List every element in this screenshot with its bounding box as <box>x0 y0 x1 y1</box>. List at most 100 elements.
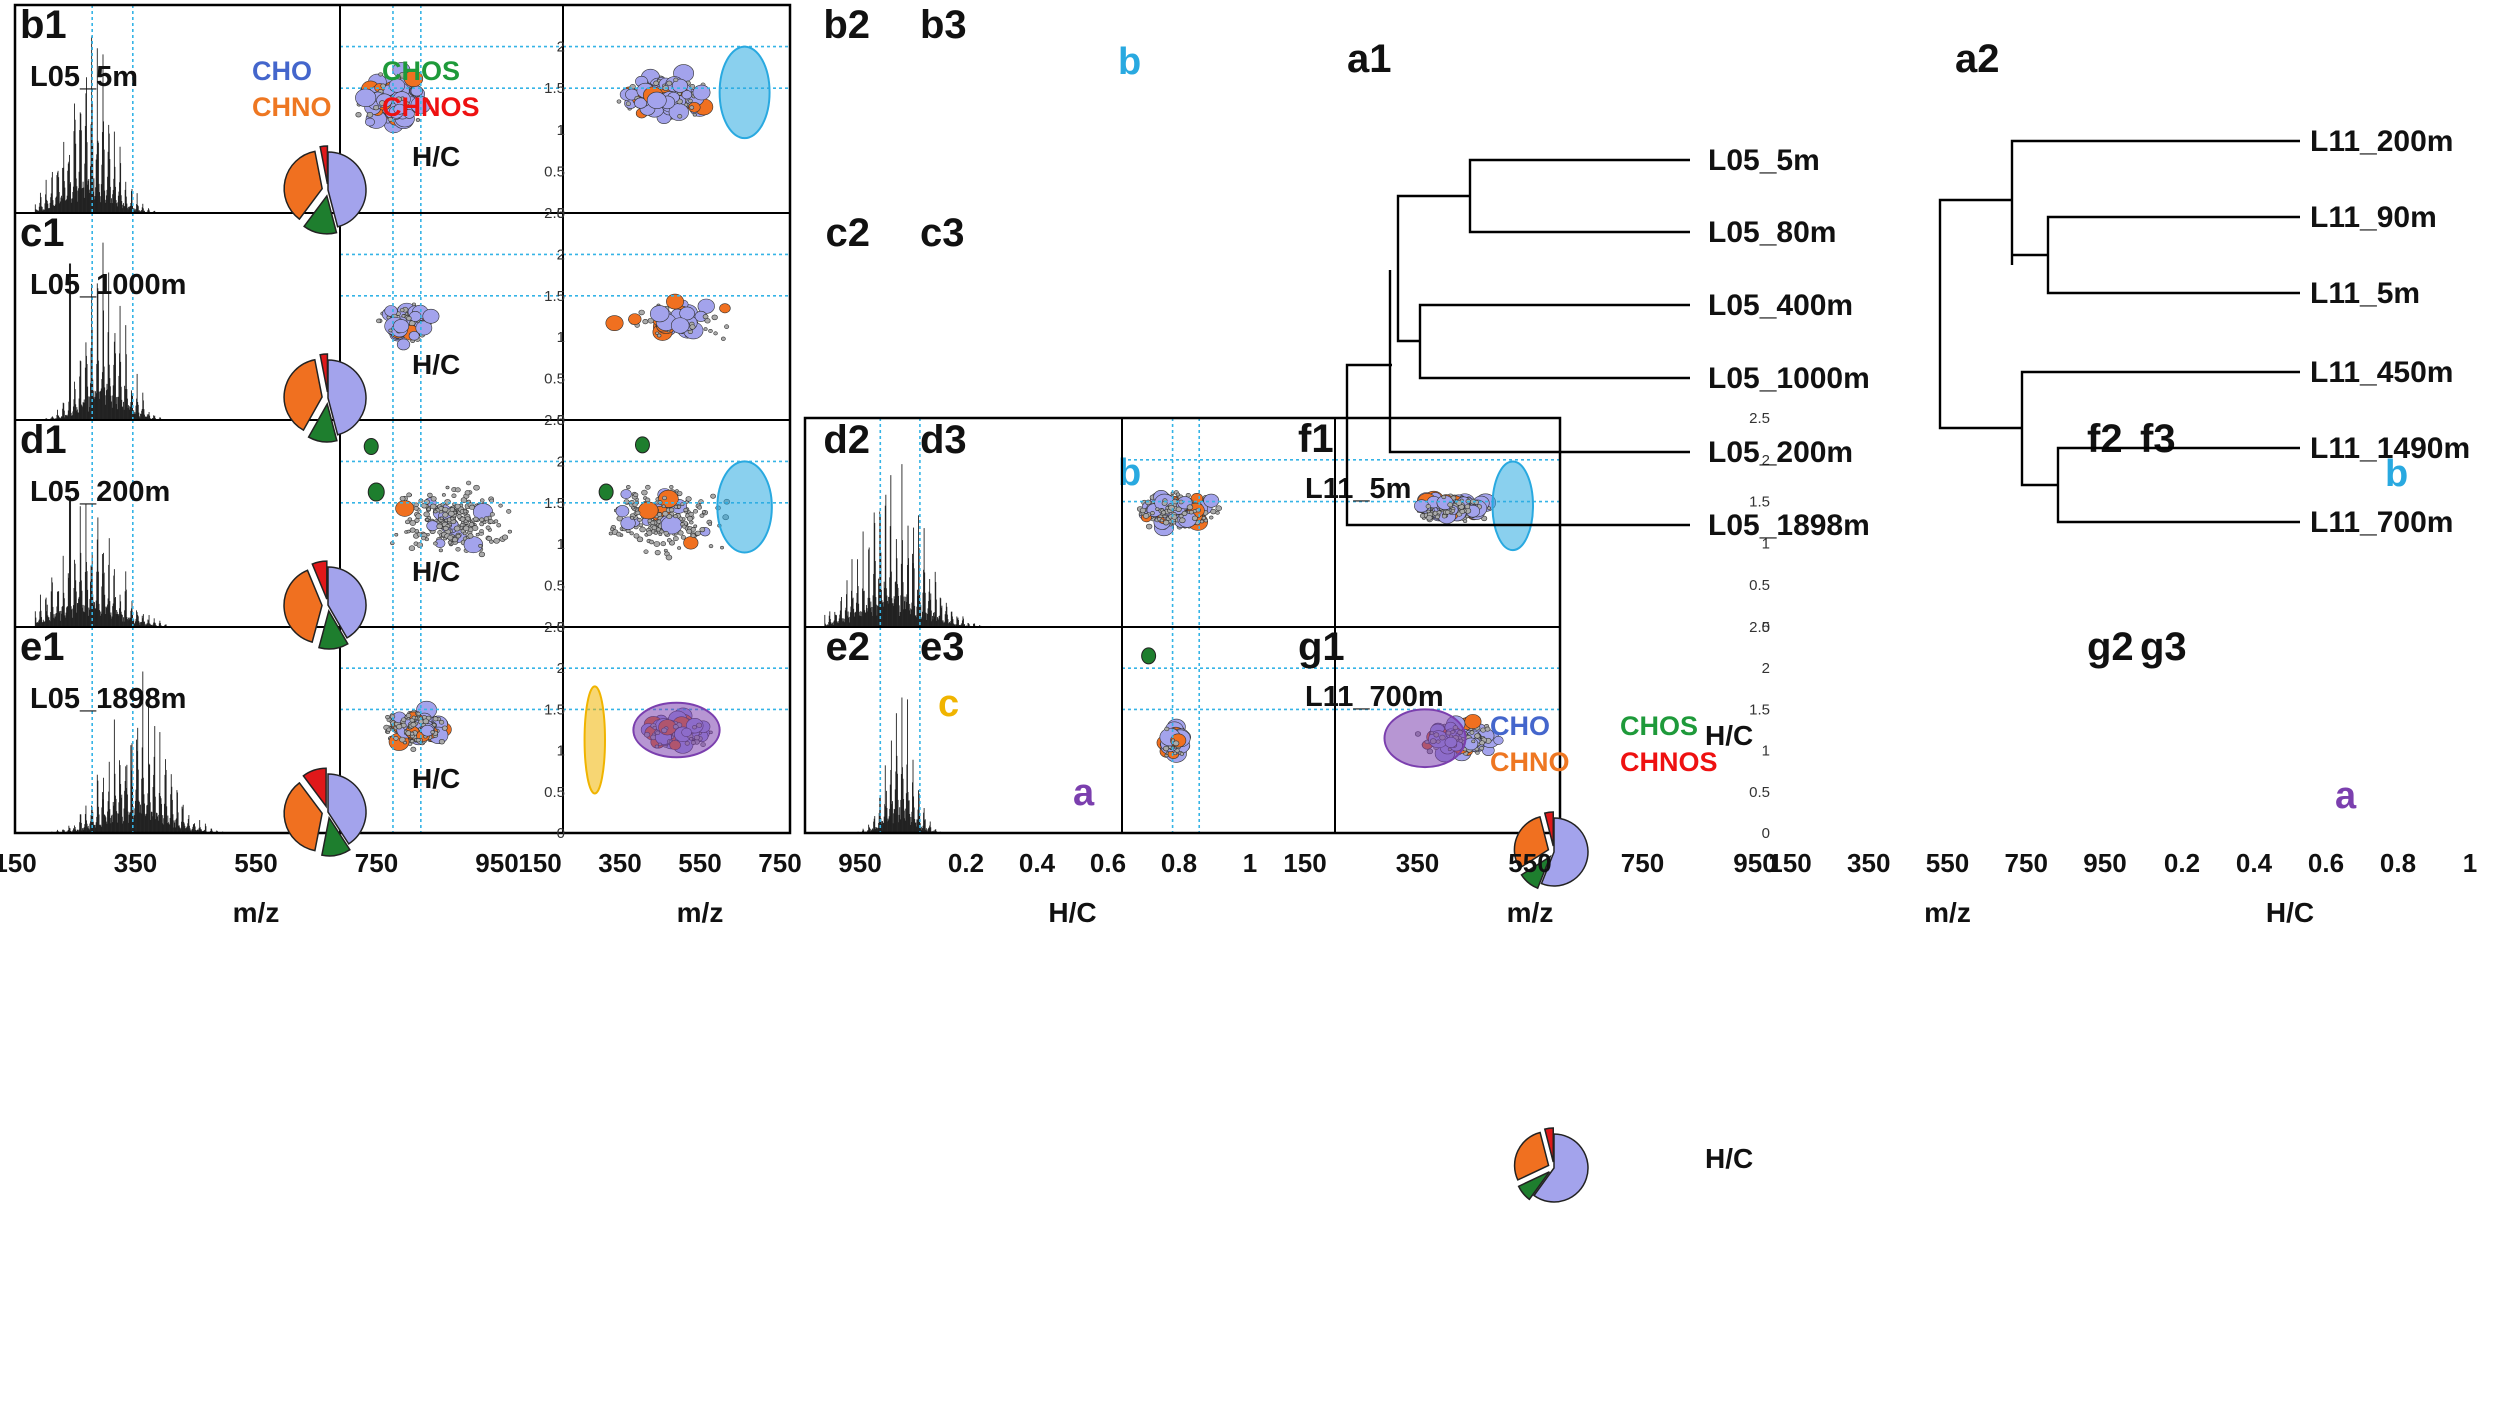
region-a-e3 <box>632 701 721 759</box>
hc-label: H/C <box>412 141 460 172</box>
data-point <box>1159 518 1164 523</box>
pie-d1 <box>283 560 367 650</box>
data-point <box>411 715 417 720</box>
data-point <box>1186 504 1194 511</box>
legend-chos: CHOS <box>1620 711 1698 741</box>
y-tick-label: 1 <box>1762 743 1770 760</box>
data-point <box>394 533 399 537</box>
data-point <box>1425 504 1431 509</box>
data-point <box>425 518 430 522</box>
data-point <box>463 519 468 523</box>
data-point <box>719 303 731 314</box>
dendro-branch <box>1396 194 1470 343</box>
data-point <box>1173 751 1178 756</box>
data-point <box>656 512 663 517</box>
data-point <box>478 551 486 558</box>
x-tick-hc-L05: 0.8 <box>1161 848 1197 878</box>
data-point <box>653 531 658 535</box>
data-point <box>679 306 695 321</box>
x-tick-mz-L05: 350 <box>598 848 641 878</box>
leaf-L05_1898m: L05_1898m <box>1708 509 1870 542</box>
data-point <box>645 484 651 490</box>
data-point <box>1141 647 1157 665</box>
data-point <box>1444 509 1451 515</box>
data-point <box>442 506 449 513</box>
data-point <box>379 100 386 106</box>
spectrum-e1 <box>50 671 229 833</box>
y-tick-label: 2 <box>557 39 565 56</box>
data-point <box>646 91 667 109</box>
data-point <box>1191 515 1198 521</box>
data-point <box>670 317 690 334</box>
data-point <box>636 536 644 543</box>
data-point <box>689 324 696 330</box>
data-point <box>441 725 448 731</box>
data-point <box>433 541 438 546</box>
x-tick-ms-L11-label: m/z <box>1507 897 1554 928</box>
data-point <box>1163 745 1170 752</box>
spectrum-d1 <box>34 496 178 627</box>
data-point <box>433 509 438 514</box>
data-point <box>701 510 706 514</box>
pie-slice-chnos <box>319 353 329 393</box>
data-point <box>1142 513 1150 519</box>
data-point <box>708 328 713 333</box>
data-point <box>682 524 687 529</box>
y-tick-label: 0.5 <box>544 371 565 388</box>
legend-chno: CHNO <box>1490 747 1570 777</box>
data-point <box>669 485 674 489</box>
data-point <box>1179 517 1186 524</box>
data-point <box>681 90 693 100</box>
data-point <box>662 510 669 517</box>
data-point <box>506 509 512 514</box>
panel-label-e2: e2 <box>826 625 871 669</box>
data-point <box>454 503 461 509</box>
pie-slice-cho <box>327 359 367 436</box>
data-point <box>688 98 693 103</box>
data-point <box>483 516 489 521</box>
data-point <box>415 118 421 122</box>
data-point <box>393 103 406 115</box>
data-point <box>393 736 399 741</box>
data-point <box>1479 746 1485 751</box>
x-tick-ms-L05: 750 <box>355 848 398 878</box>
dendro-branch <box>1938 198 2022 430</box>
data-point <box>1459 509 1466 514</box>
x-tick-hc-L11: 0.2 <box>2164 848 2200 878</box>
data-point <box>616 99 622 104</box>
y-tick-label: 2 <box>557 660 565 677</box>
sample-label-L05_1898m: L05_1898m <box>30 683 186 715</box>
pie-slice-chno <box>1513 1131 1550 1181</box>
data-point <box>656 519 662 524</box>
x-tick-hc-L11: 1 <box>2463 848 2477 878</box>
data-point <box>399 736 406 743</box>
x-tick-mz-L11: 750 <box>2005 848 2048 878</box>
data-point <box>694 530 701 536</box>
data-point <box>638 523 643 528</box>
data-point <box>1139 507 1146 514</box>
y-tick-label: 2.5 <box>544 205 565 222</box>
sample-label-L11_700m: L11_700m <box>1305 681 1444 713</box>
data-point <box>459 522 465 528</box>
legend-L11: CHO CHOS CHNO CHNOS <box>1490 711 1718 777</box>
data-point <box>654 549 661 556</box>
data-point <box>634 97 648 109</box>
data-point <box>661 504 666 509</box>
data-point <box>665 554 673 561</box>
data-point <box>1175 506 1182 512</box>
data-point <box>409 311 422 322</box>
data-point <box>493 538 500 544</box>
data-point <box>620 516 636 530</box>
x-tick-ms-L05: 150 <box>0 848 37 878</box>
data-point <box>1199 519 1204 524</box>
y-tick-label: 2.5 <box>1749 410 1770 427</box>
x-tick-mz-L05: 550 <box>678 848 721 878</box>
data-point <box>703 327 708 331</box>
scatter-e2 <box>383 700 452 752</box>
data-point <box>685 496 692 502</box>
region-c-e3 <box>583 685 606 795</box>
data-point <box>421 535 426 541</box>
y-tick-label: 1.5 <box>544 80 565 97</box>
data-point <box>666 80 673 86</box>
spectrum-g1 <box>856 697 947 833</box>
